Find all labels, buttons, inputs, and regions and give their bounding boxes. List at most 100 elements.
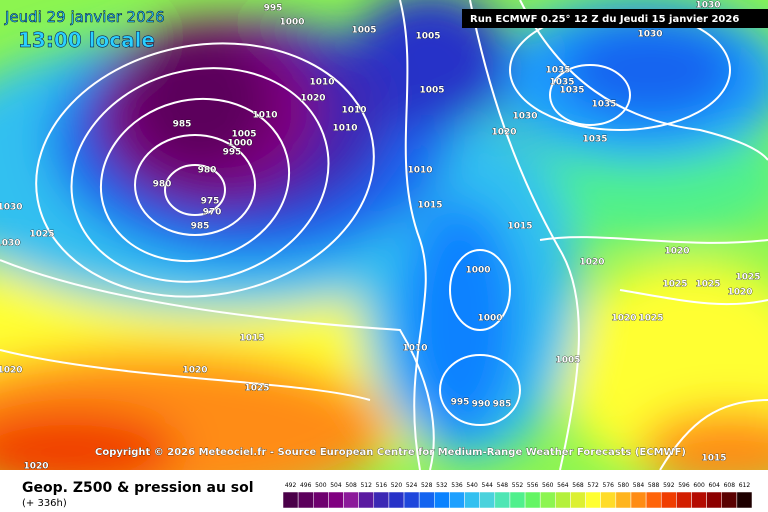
isobar-label: 1010 <box>402 344 427 354</box>
legend-swatch <box>539 491 556 509</box>
isobar-label: 1035 <box>559 86 584 96</box>
isobar-label: 980 <box>198 166 217 176</box>
isobar-label: 1015 <box>701 454 726 464</box>
legend-swatch <box>328 491 344 509</box>
legend-swatch <box>600 491 617 509</box>
isobar-label: 995 <box>264 4 283 14</box>
legend-swatch <box>706 491 722 509</box>
legend-tick-label: 552 <box>512 482 524 489</box>
isobar-label: 1030 <box>0 203 23 213</box>
isobar-label: 1030 <box>695 1 720 11</box>
isobar-label: 1020 <box>300 94 325 104</box>
legend-tick-label: 528 <box>421 482 433 489</box>
isobar-label: 1020 <box>182 366 207 376</box>
isobar-label: 1025 <box>695 280 720 290</box>
legend-tick-label: 508 <box>345 482 357 489</box>
isobar-labels: 9951000100510051005103010351035103510351… <box>0 0 761 472</box>
isobar-label: 1030 <box>512 112 537 122</box>
isobar-label: 970 <box>203 208 222 218</box>
legend-swatch <box>570 491 586 509</box>
legend-swatch <box>343 491 359 509</box>
isobar-label: 995 <box>223 148 242 158</box>
isobar-label: 1005 <box>419 86 444 96</box>
isobar-label: 1025 <box>244 384 269 394</box>
footer-title: Geop. Z500 & pression au sol <box>22 480 254 496</box>
legend-tick-label: 504 <box>330 482 342 489</box>
isobar-label: 975 <box>201 197 220 207</box>
legend-swatch <box>282 491 299 509</box>
legend-swatch <box>388 491 405 509</box>
isobar-label: 1025 <box>735 273 760 283</box>
legend-tick-label: 568 <box>572 482 584 489</box>
isobars <box>0 0 768 470</box>
isobar-label: 1010 <box>309 78 334 88</box>
isobar-label: 1010 <box>407 166 432 176</box>
legend-swatch <box>373 491 390 509</box>
isobar-label: 1000 <box>465 266 490 276</box>
legend-tick-label: 548 <box>497 482 509 489</box>
legend-tick-label: 592 <box>663 482 675 489</box>
isobar-label: 1020 <box>23 462 48 472</box>
isobar-label: 1025 <box>662 280 687 290</box>
isobar-label: 1010 <box>252 111 277 121</box>
legend-tick-label: 492 <box>285 482 297 489</box>
legend-tick-label: 580 <box>618 482 630 489</box>
isobar-label: 1030 <box>637 30 662 40</box>
isobar-label: 985 <box>173 120 192 130</box>
legend-swatch <box>297 491 314 509</box>
legend-swatch <box>494 491 511 509</box>
legend-tick-label: 576 <box>603 482 615 489</box>
isobar-label: 1035 <box>591 100 616 110</box>
isobar-label: 1035 <box>545 66 570 76</box>
isobar-label: 1015 <box>239 334 264 344</box>
legend-swatch <box>721 491 738 509</box>
legend-swatch <box>449 491 465 509</box>
legend-tick-label: 560 <box>542 482 554 489</box>
legend-tick-label: 608 <box>724 482 736 489</box>
legend-tick-label: 500 <box>315 482 327 489</box>
isobar-label: 985 <box>493 400 512 410</box>
legend-tick-label: 524 <box>406 482 418 489</box>
isobar-label: 1005 <box>555 356 580 366</box>
legend-swatch <box>509 491 526 509</box>
legend-tick-label: 520 <box>391 482 403 489</box>
isobar-label: 1025 <box>638 314 663 324</box>
isobar-label: 1005 <box>415 32 440 42</box>
legend-swatch <box>464 491 480 509</box>
isobar-label: 990 <box>472 400 491 410</box>
legend-tick-label: 540 <box>466 482 478 489</box>
legend-swatch <box>691 491 707 509</box>
footer-step: (+ 336h) <box>22 498 67 509</box>
run-box <box>462 9 768 28</box>
legend-tick-label: 612 <box>739 482 751 489</box>
legend-tick-label: 584 <box>633 482 645 489</box>
color-legend: 492 496 500 504 508 512 516 520 524 528 532 536 540 5… <box>282 482 753 509</box>
copyright: Copyright © 2026 Meteociel.fr - Source E… <box>95 447 686 458</box>
isobar-label: 980 <box>153 180 172 190</box>
legend-swatch <box>630 491 647 509</box>
legend-swatch <box>434 491 450 509</box>
isobar-label: 1000 <box>477 314 502 324</box>
legend-swatch <box>313 491 329 509</box>
legend-tick-label: 516 <box>376 482 388 489</box>
legend-tick-label: 604 <box>708 482 720 489</box>
isobar-label: 1005 <box>231 130 256 140</box>
legend-swatch <box>615 491 632 509</box>
legend-tick-label: 544 <box>482 482 494 489</box>
legend-swatch <box>676 491 692 509</box>
legend-swatch <box>418 491 435 509</box>
isobar-label: 1035 <box>582 135 607 145</box>
isobar-label: 1020 <box>727 288 752 298</box>
isobar-label: 1035 <box>549 78 574 88</box>
legend-tick-label: 572 <box>587 482 599 489</box>
isobar-label: 1010 <box>332 124 357 134</box>
isobar-label: 1020 <box>664 247 689 257</box>
isobar-label: 1000 <box>279 18 304 28</box>
legend-swatch <box>555 491 571 509</box>
legend-tick-label: 556 <box>527 482 539 489</box>
isobar-label: 1020 <box>0 366 23 376</box>
isobar-label: 1020 <box>579 258 604 268</box>
isobar-label: 1030 <box>0 239 21 249</box>
legend-swatch <box>524 491 541 509</box>
